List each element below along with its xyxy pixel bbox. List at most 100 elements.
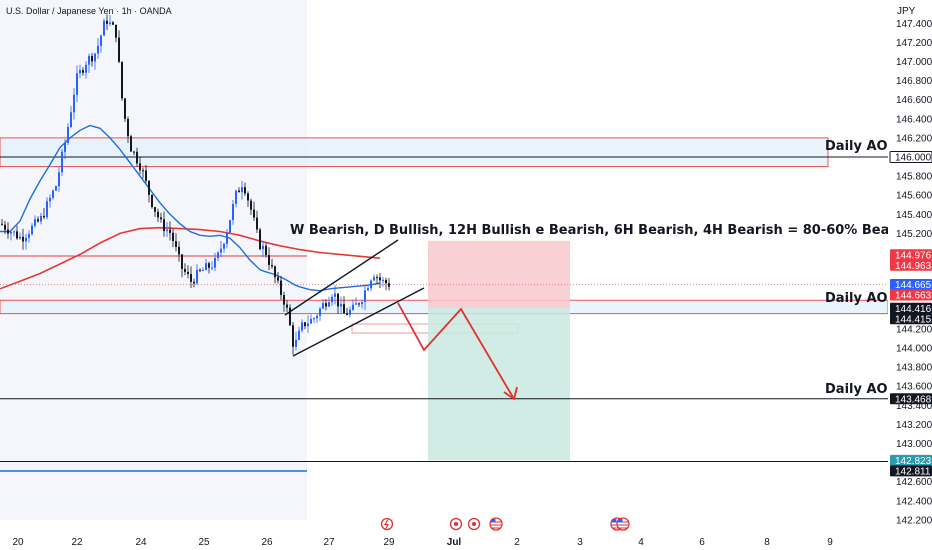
candle-body xyxy=(367,288,369,291)
time-tick-label: 3 xyxy=(577,537,583,548)
candle-body xyxy=(163,219,165,232)
candle-body xyxy=(157,211,159,218)
price-tag-label: 144.665 xyxy=(895,280,932,291)
time-tick-label: 27 xyxy=(323,537,335,548)
price-tick-label: 147.200 xyxy=(896,38,932,49)
candle-body xyxy=(10,232,12,234)
price-tag xyxy=(890,393,932,405)
candle-body xyxy=(316,315,318,319)
price-tag xyxy=(889,151,932,163)
ema-slow-line xyxy=(0,226,381,290)
time-tick-label: 9 xyxy=(827,537,833,548)
event-dot-icon xyxy=(467,517,481,531)
candle-body xyxy=(307,323,309,327)
us-flag-icon xyxy=(489,517,503,531)
candle-body xyxy=(166,229,168,232)
candle-body xyxy=(55,186,57,191)
candle-body xyxy=(124,98,126,119)
candle-body xyxy=(340,304,342,307)
price-tick-label: 146.200 xyxy=(896,133,932,144)
rising-channel[interactable] xyxy=(284,239,425,357)
candle-body xyxy=(103,20,105,36)
candle-body xyxy=(325,303,327,307)
candle-body xyxy=(388,283,390,287)
candle-body xyxy=(268,255,270,265)
candle-body xyxy=(190,274,192,282)
us-flag-icon xyxy=(616,517,630,531)
candle-body xyxy=(250,200,252,210)
candle-body xyxy=(232,203,234,221)
channel-upper-line xyxy=(284,239,399,316)
candle-body xyxy=(298,330,300,340)
candle-body xyxy=(313,318,315,320)
candle-body xyxy=(28,234,30,238)
position-stop-area xyxy=(428,240,570,309)
time-tick-label: 4 xyxy=(638,537,644,548)
candle-body xyxy=(70,112,72,127)
candle-body xyxy=(160,217,162,220)
price-tick-label: 143.800 xyxy=(896,363,932,374)
candle-body xyxy=(115,24,117,38)
price-tick-label: 145.800 xyxy=(896,172,932,183)
candle-body xyxy=(253,209,255,218)
candle-body xyxy=(106,20,108,24)
candle-body xyxy=(286,304,288,308)
price-tick-label: 146.800 xyxy=(896,76,932,87)
candle-body xyxy=(220,248,222,253)
candle-body xyxy=(274,266,276,278)
candle-body xyxy=(196,269,198,284)
candle-body xyxy=(361,302,363,305)
candle-body xyxy=(337,293,339,307)
candle-body xyxy=(91,55,93,62)
price-tag-label: 144.415 xyxy=(895,314,932,325)
candle-body xyxy=(382,279,384,281)
candle-body xyxy=(310,319,312,324)
currency-label: JPY xyxy=(897,6,916,17)
bias-annotation: W Bearish, D Bullish, 12H Bullish e Bear… xyxy=(290,223,917,238)
price-tag-label: 144.963 xyxy=(895,261,932,272)
price-tag-label: 146.000 xyxy=(895,153,932,164)
candle-body xyxy=(265,245,267,255)
price-tick-label: 146.400 xyxy=(896,114,932,125)
price-axis-ticks: 147.400 147.200 147.000 146.800 146.600 146.4… xyxy=(896,19,932,527)
candle-body xyxy=(208,263,210,268)
candle-body xyxy=(241,187,243,193)
price-tag xyxy=(890,454,932,466)
candle-body xyxy=(85,64,87,73)
candle-body xyxy=(97,45,99,54)
candle-body xyxy=(34,219,36,226)
event-icons[interactable] xyxy=(380,517,630,531)
price-tick-label: 146.600 xyxy=(896,95,932,106)
candle-body xyxy=(322,303,324,309)
candle-body xyxy=(214,258,216,268)
candle-body xyxy=(76,73,78,95)
candle-body xyxy=(61,151,63,173)
price-tick-label: 143.600 xyxy=(896,382,932,393)
time-tick-label: 25 xyxy=(198,537,210,548)
candle-body xyxy=(262,245,264,249)
candle-body xyxy=(133,151,135,153)
candle-body xyxy=(184,268,186,272)
price-tick-label: 143.200 xyxy=(896,420,932,431)
candle-body xyxy=(13,231,15,233)
short-position[interactable] xyxy=(428,240,570,461)
candle-body xyxy=(94,53,96,62)
time-tick-label: 2 xyxy=(514,537,520,548)
candle-body xyxy=(1,223,3,225)
candle-body xyxy=(178,246,180,255)
projection-arrow[interactable] xyxy=(397,302,518,401)
candle-body xyxy=(205,263,207,271)
time-tick-label: 24 xyxy=(135,537,147,548)
price-tick-label: 144.000 xyxy=(896,344,932,355)
candle-body xyxy=(385,279,387,284)
candle-body xyxy=(52,190,54,198)
candle-body xyxy=(67,127,69,143)
candle-body xyxy=(118,37,120,62)
price-tick-label: 145.600 xyxy=(896,191,932,202)
candle-body xyxy=(283,295,285,305)
candle-body xyxy=(25,237,27,242)
candle-body xyxy=(259,229,261,250)
candle-body xyxy=(58,172,60,187)
